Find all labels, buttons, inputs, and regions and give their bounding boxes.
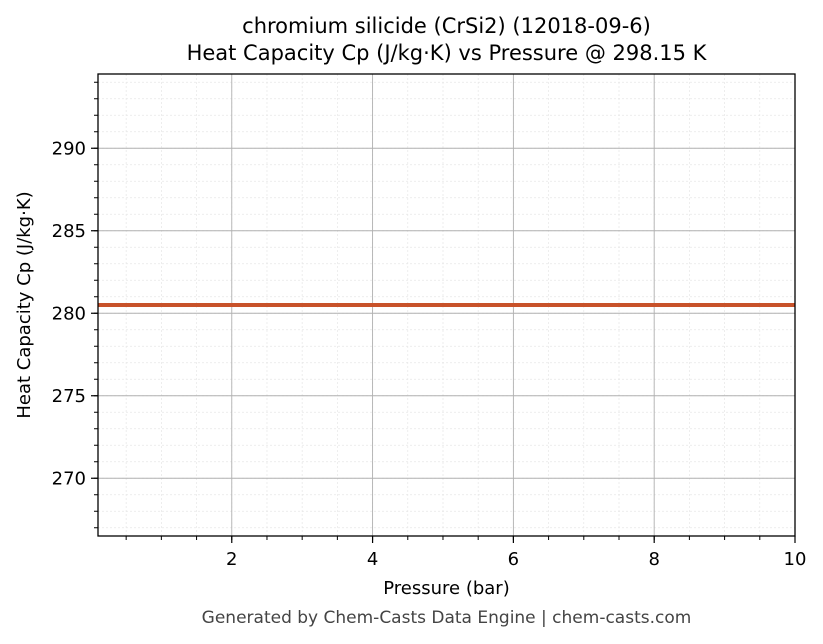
y-tick-label: 280 xyxy=(52,303,86,324)
x-tick-label: 6 xyxy=(508,549,519,570)
x-tick-label: 4 xyxy=(367,549,378,570)
x-axis-label: Pressure (bar) xyxy=(383,578,509,599)
y-tick-label: 290 xyxy=(52,138,86,159)
y-tick-label: 285 xyxy=(52,221,86,242)
tick-labels: 2 4 6 8 10 270 275 280 285 290 xyxy=(52,138,807,570)
y-axis-label: Heat Capacity Cp (J/kg·K) xyxy=(14,191,35,418)
chart-subtitle: Heat Capacity Cp (J/kg·K) vs Pressure @ … xyxy=(186,41,707,65)
x-tick-label: 10 xyxy=(784,549,807,570)
axis-ticks xyxy=(91,81,796,543)
footer-credit: Generated by Chem-Casts Data Engine | ch… xyxy=(201,608,692,628)
y-tick-label: 275 xyxy=(52,386,86,407)
plot-frame xyxy=(97,73,796,537)
x-tick-label: 2 xyxy=(226,549,237,570)
chart-title: chromium silicide (CrSi2) (12018-09-6) xyxy=(242,14,651,38)
y-tick-label: 270 xyxy=(52,468,86,489)
x-tick-label: 8 xyxy=(648,549,659,570)
